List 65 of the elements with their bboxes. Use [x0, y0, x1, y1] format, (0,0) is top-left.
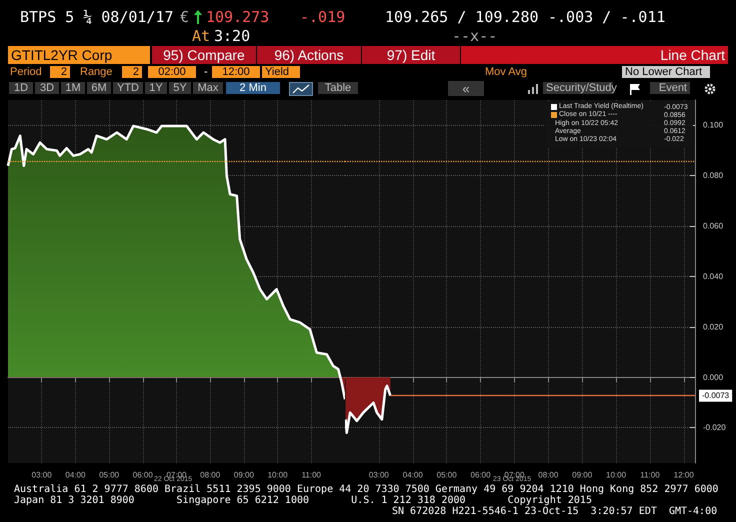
x-tick-label: 11:00	[302, 470, 322, 480]
text: -.019	[300, 8, 346, 26]
text: GTITL2YR Corp	[8, 46, 150, 64]
x-tick-label: 12:00	[674, 470, 694, 480]
y-tick-label: 0.100	[703, 120, 724, 130]
text: 3:20	[214, 27, 250, 45]
text: 1M	[61, 82, 85, 94]
x-tick-label: 05:00	[436, 470, 458, 480]
text: Line Chart	[461, 46, 728, 64]
x-tick-label: 09:00	[234, 470, 254, 480]
text: 96) Actions	[257, 46, 361, 64]
text: 5Y	[169, 82, 191, 94]
x-tick-label: 10:00	[606, 470, 627, 480]
text: 109.265 / 109.280	[385, 8, 539, 26]
text: 6M	[87, 82, 111, 94]
text: 2	[50, 66, 70, 78]
text: Period	[10, 66, 42, 78]
text: 2 Min	[226, 82, 280, 94]
x-tick-label: 08:00	[200, 470, 221, 480]
x-tick-label: 03:00	[32, 470, 52, 480]
text: 1Y	[145, 82, 167, 94]
text: --x--	[452, 27, 498, 45]
text: -.003 / -.011	[548, 8, 666, 26]
text: 1D	[9, 82, 33, 94]
text: «	[448, 81, 484, 96]
text: Table	[318, 82, 358, 94]
x-tick-label: 08:00	[538, 470, 559, 480]
text: 02:00	[148, 66, 196, 78]
text: Australia 61 2 9777 8600 Brazil 5511 2395 9000 Europe 44 20 7330 7500 Germany 49 69 9204 1210 Hong Kong 852 2977 6000	[14, 484, 718, 495]
text: Mov Avg	[485, 66, 527, 78]
y-tick-label: 0.020	[703, 322, 724, 332]
y-tick-label: 0.080	[703, 171, 724, 180]
y-tick-label: -0.020	[703, 423, 726, 432]
ref-line-label: -0.0073	[702, 391, 730, 400]
x-tick-label: 10:00	[268, 470, 288, 480]
text: Max	[193, 82, 223, 94]
text: 3D	[35, 82, 59, 94]
x-tick-label: 04:00	[65, 470, 86, 480]
text: Security/Study	[545, 82, 617, 94]
x-tick-label: 03:00	[368, 470, 390, 480]
text: Japan 81 3 3201 8900 Singapore 65 6212 1000 U.S. 1 212 318 2000 Copyright 2015	[14, 495, 592, 506]
y-tick-label: 0.000	[703, 372, 724, 382]
text: 109.273	[206, 8, 270, 26]
text: BTPS 5 ¼ 08/01/17	[20, 8, 174, 26]
text: 12:00	[212, 66, 260, 78]
text: Yield	[262, 66, 300, 78]
x-tick-label: 04:00	[402, 470, 424, 480]
y-tick-label: 0.040	[703, 272, 724, 281]
text: Event	[650, 82, 690, 94]
text: €	[180, 8, 190, 26]
x-tick-label: 11:00	[640, 470, 660, 480]
text: YTD	[113, 82, 143, 94]
text: No Lower Chart	[622, 66, 710, 78]
y-tick-label: 0.060	[703, 222, 724, 231]
x-tick-label: 06:00	[132, 470, 154, 480]
text: SN 672028 H221-5546-1 23-Oct-15 3:20:57 EDT GMT-4:00	[392, 506, 718, 517]
text: 2	[122, 66, 142, 78]
x-tick-label: 09:00	[572, 470, 593, 480]
text: 97) Edit	[362, 46, 460, 64]
text: 95) Compare	[152, 46, 256, 64]
text: Range	[80, 66, 112, 78]
x-tick-label: 06:00	[470, 470, 492, 480]
text: -	[204, 66, 208, 78]
text: At	[192, 27, 210, 45]
x-tick-label: 05:00	[99, 470, 120, 480]
